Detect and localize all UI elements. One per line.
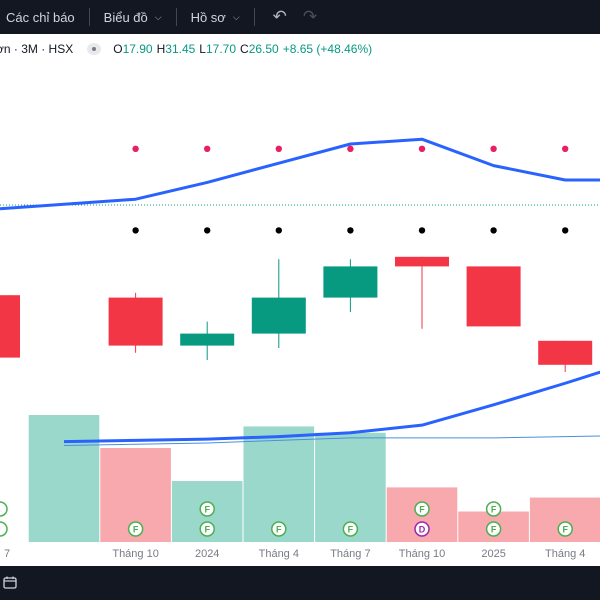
signal-dot-upper <box>418 145 426 152</box>
event-marker-icon <box>557 521 573 537</box>
signal-dot-lower <box>204 227 211 234</box>
event-marker-label: F <box>204 525 210 535</box>
event-marker-icon <box>199 521 215 537</box>
indicators-button[interactable]: Các chỉ báo <box>0 0 81 34</box>
signal-dot-lower <box>418 227 426 234</box>
volume-ma-thin-line <box>63 435 600 446</box>
event-marker-label: F <box>491 525 497 535</box>
bottom-toolbar <box>0 566 600 600</box>
candle-body <box>395 256 449 267</box>
event-marker-icon <box>414 521 430 537</box>
low-label: L <box>199 42 206 56</box>
candle-body <box>251 297 306 334</box>
event-marker-icon <box>485 521 502 537</box>
low-value: 17.70 <box>205 42 237 56</box>
redo-button[interactable]: ↷ <box>297 0 323 34</box>
signal-dot-lower <box>490 227 497 234</box>
chart-menu-label: Biểu đồ <box>103 9 148 25</box>
symbol-title[interactable]: ơn · 3M · HSX <box>0 42 74 56</box>
indicators-label: Các chỉ báo <box>6 9 75 25</box>
open-value: 17.90 <box>122 42 153 56</box>
eye-icon[interactable] <box>87 43 102 55</box>
event-marker-icon <box>127 521 144 537</box>
close-label: C <box>240 42 249 56</box>
undo-button[interactable]: ↶ <box>263 0 297 34</box>
candle-body <box>108 297 163 346</box>
change-value: +8.65 (+48.46%) <box>282 42 373 56</box>
toolbar-divider <box>175 8 177 26</box>
x-axis-tick-label: Tháng 4 <box>545 548 585 560</box>
candle-body <box>538 340 593 365</box>
x-axis-tick-label: 2024 <box>195 548 219 560</box>
high-value: 31.45 <box>165 42 196 56</box>
event-marker-label: F <box>204 505 210 515</box>
signal-dot-upper <box>275 145 282 152</box>
open-label: O <box>113 42 123 56</box>
signal-dot-upper <box>347 145 354 152</box>
x-axis-tick-label: Tháng 10 <box>399 548 445 560</box>
signal-dot-lower <box>275 227 282 234</box>
signal-dot-upper <box>562 145 569 152</box>
signal-dot-lower <box>562 227 569 234</box>
ohlc-legend: ơn · 3M · HSX O 17.90 H 31.45 L 17.70 C 26.5… <box>0 40 376 58</box>
signal-dot-lower <box>347 227 354 234</box>
close-value: 26.50 <box>248 42 279 56</box>
signal-dot-upper <box>204 145 211 152</box>
price-ma-line <box>0 137 600 211</box>
undo-icon: ↶ <box>272 7 287 26</box>
redo-icon: ↷ <box>302 7 318 26</box>
profile-menu-button[interactable]: Hồ sơ ⌵ <box>185 0 246 34</box>
chevron-down-icon: ⌵ <box>154 11 162 22</box>
event-marker-label: F <box>133 525 139 535</box>
event-marker-icon <box>0 501 8 517</box>
candle-body <box>180 333 235 346</box>
volume-bar <box>28 415 100 542</box>
profile-menu-label: Hồ sơ <box>190 9 226 25</box>
x-axis-tick-label: Tháng 4 <box>259 548 299 560</box>
calendar-icon[interactable] <box>3 576 17 589</box>
event-marker-icon <box>0 521 8 537</box>
event-marker-icon <box>414 501 430 517</box>
toolbar-divider <box>88 8 90 26</box>
candle-body <box>0 295 20 358</box>
event-marker-label: F <box>348 525 354 535</box>
signal-dot-lower <box>132 227 139 234</box>
x-axis-tick-label: Tháng 7 <box>330 548 370 560</box>
event-marker-label: D <box>419 525 426 535</box>
event-marker-label: F <box>276 525 282 535</box>
event-marker-label: F <box>562 525 568 535</box>
chart-menu-button[interactable]: Biểu đồ ⌵ <box>98 0 168 34</box>
event-marker-icon <box>271 521 287 537</box>
signal-dot-upper <box>490 145 497 152</box>
volume-ma-line <box>63 370 600 444</box>
event-marker-icon <box>485 501 502 517</box>
toolbar-divider <box>253 8 255 26</box>
high-label: H <box>156 42 166 56</box>
candle-body <box>323 266 378 298</box>
x-axis-tick-label: Tháng 10 <box>112 548 158 560</box>
event-marker-label: F <box>419 505 425 515</box>
signal-dot-upper <box>132 145 139 152</box>
x-axis-tick-label: 7 <box>4 548 10 560</box>
event-marker-icon <box>199 501 215 517</box>
event-marker-icon <box>342 521 359 537</box>
event-marker-label: F <box>491 505 497 515</box>
chevron-down-icon: ⌵ <box>232 11 240 22</box>
candle-body <box>466 266 521 327</box>
top-toolbar: Các chỉ báo Biểu đồ ⌵ Hồ sơ ⌵ ↶ ↷ <box>0 0 600 34</box>
x-axis-tick-label: 2025 <box>481 548 505 560</box>
